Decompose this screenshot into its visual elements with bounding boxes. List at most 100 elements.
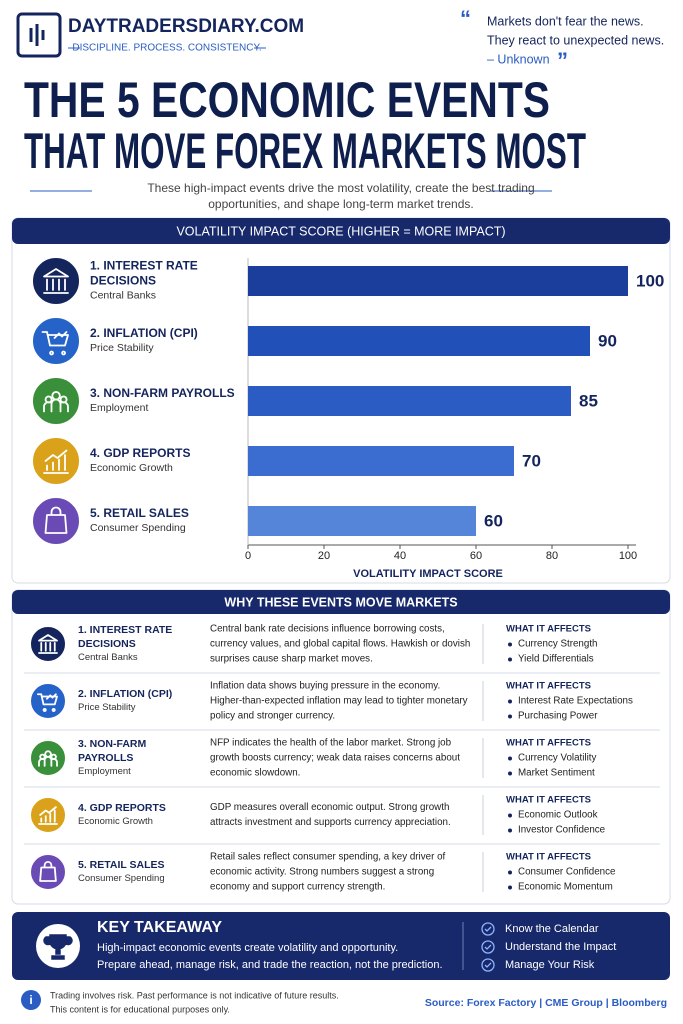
value-label: 100: [636, 271, 664, 290]
affects-heading: WHAT IT AFFECTS: [506, 851, 591, 863]
category: 2. INFLATION (CPI) Price Stability: [90, 326, 250, 356]
icon: [31, 436, 81, 486]
bar: [248, 386, 571, 416]
icon: [29, 796, 67, 834]
icon: [29, 625, 67, 663]
checklist-item: Manage Your Risk: [505, 959, 595, 971]
logo-glyph: [29, 24, 45, 46]
icon-glyph: [44, 506, 68, 534]
takeaway-title: KEY TAKEAWAY: [97, 919, 222, 936]
affects-item: Economic Outlook: [506, 808, 666, 823]
affects-item: Interest Rate Expectations: [506, 694, 666, 709]
quote-mark: “: [460, 6, 471, 31]
chart-title: VOLATILITY IMPACT SCORE (HIGHER = MORE I…: [176, 224, 505, 238]
affects: WHAT IT AFFECTS Currency Strength Yield Di…: [506, 622, 666, 667]
category: 4. GDP REPORTS Economic Growth: [90, 446, 250, 476]
checklist-item: Understand the Impact: [505, 941, 616, 953]
value-label: 70: [522, 451, 541, 470]
icon: [31, 256, 81, 306]
icon-glyph: [41, 331, 69, 356]
quote-mark: ”: [557, 48, 568, 73]
check-icon: [481, 940, 495, 954]
icon: [31, 496, 81, 546]
event-subtitle: Economic Growth: [78, 816, 153, 827]
description: Inflation data shows buying pressure in …: [210, 680, 468, 722]
quote-author: – Unknown: [487, 52, 550, 66]
value-label: 60: [484, 511, 503, 530]
x-axis-title: VOLATILITY IMPACT SCORE: [353, 568, 503, 580]
quote-line: Markets don't fear the news.: [487, 14, 644, 28]
takeaway-text: High-impact economic events create volat…: [97, 942, 398, 954]
affects: WHAT IT AFFECTS Currency Volatility Market…: [506, 736, 666, 781]
icon-glyph: [38, 750, 58, 767]
intro: These high-impact events drive the most …: [147, 181, 534, 195]
description: GDP measures overall economic output. St…: [210, 802, 451, 828]
icon: [31, 316, 81, 366]
category-subtitle: Employment: [90, 402, 149, 414]
tagline: DISCIPLINE. PROCESS. CONSISTENCY.: [72, 43, 261, 54]
check-icon: [481, 958, 495, 972]
description: Retail sales reflect consumer spending, …: [210, 851, 446, 893]
event-name: 4. GDP REPORTS: [78, 802, 166, 814]
logo: [16, 12, 62, 58]
title: THAT MOVE FOREX MARKETS MOST: [24, 123, 586, 179]
category-name: 4. GDP REPORTS: [90, 446, 191, 460]
intro: opportunities, and shape long-term marke…: [208, 197, 473, 211]
bar: [248, 266, 628, 296]
disclaimer: Trading involves risk. Past performance …: [50, 990, 339, 1000]
event-name: 3. NON-FARM PAYROLLS: [78, 738, 147, 764]
bar: [248, 506, 476, 536]
icon: [29, 682, 67, 720]
bullet: [508, 870, 512, 875]
info-glyph: i: [29, 993, 32, 1007]
bullet: [508, 642, 512, 647]
bar: [248, 326, 590, 356]
icon-glyph: [36, 693, 58, 713]
x-tick-label: 100: [619, 550, 637, 562]
category-subtitle: Consumer Spending: [90, 522, 186, 534]
bar: [248, 446, 514, 476]
affects-item: Yield Differentials: [506, 652, 666, 667]
event-name: 1. INTEREST RATE DECISIONS: [78, 624, 173, 650]
bullet: [508, 813, 512, 818]
icon: [29, 739, 67, 777]
affects-heading: WHAT IT AFFECTS: [506, 623, 591, 635]
x-tick-label: 0: [245, 550, 251, 562]
checklist-item: Know the Calendar: [505, 923, 599, 935]
event-subtitle: Employment: [78, 766, 131, 777]
bullet: [508, 756, 512, 761]
x-tick-label: 20: [318, 550, 330, 562]
takeaway-panel: [12, 912, 670, 980]
brand: DAYTRADERSDIARY.COM: [68, 16, 304, 37]
check-glyph: [484, 926, 492, 932]
icon-glyph: [38, 806, 58, 825]
affects-item: Currency Strength: [506, 637, 666, 652]
category-name: 5. RETAIL SALES: [90, 506, 189, 520]
value-label: 85: [579, 391, 598, 410]
icon-glyph: [43, 268, 69, 294]
takeaway-text: Prepare ahead, manage risk, and trade th…: [97, 959, 443, 971]
bullet: [508, 885, 512, 890]
bullet: [508, 828, 512, 833]
icon-glyph: [39, 861, 57, 882]
affects: WHAT IT AFFECTS Interest Rate Expectation…: [506, 679, 666, 724]
category: 1. INTEREST RATE DECISIONS Central Banks: [90, 259, 250, 304]
affects-item: Consumer Confidence: [506, 865, 666, 880]
affects: WHAT IT AFFECTS Consumer Confidence Econom…: [506, 850, 666, 895]
quote-line: They react to unexpected news.: [487, 33, 664, 47]
source: Source: Forex Factory | CME Group | Bloo…: [425, 997, 667, 1009]
event-name: 5. RETAIL SALES: [78, 859, 165, 871]
category-name: 2. INFLATION (CPI): [90, 326, 198, 340]
event: 2. INFLATION (CPI) Price Stability: [78, 687, 196, 715]
table-title: WHY THESE EVENTS MOVE MARKETS: [224, 595, 457, 609]
trophy-glyph: [43, 934, 73, 960]
event-subtitle: Central Banks: [78, 652, 138, 663]
bullet: [508, 771, 512, 776]
event: 3. NON-FARM PAYROLLS Employment: [78, 737, 196, 779]
x-tick-label: 60: [470, 550, 482, 562]
affects-item: Purchasing Power: [506, 709, 666, 724]
check-glyph: [484, 944, 492, 950]
bullet: [508, 657, 512, 662]
affects-item: Currency Volatility: [506, 751, 666, 766]
disclaimer: This content is for educational purposes…: [50, 1004, 230, 1014]
